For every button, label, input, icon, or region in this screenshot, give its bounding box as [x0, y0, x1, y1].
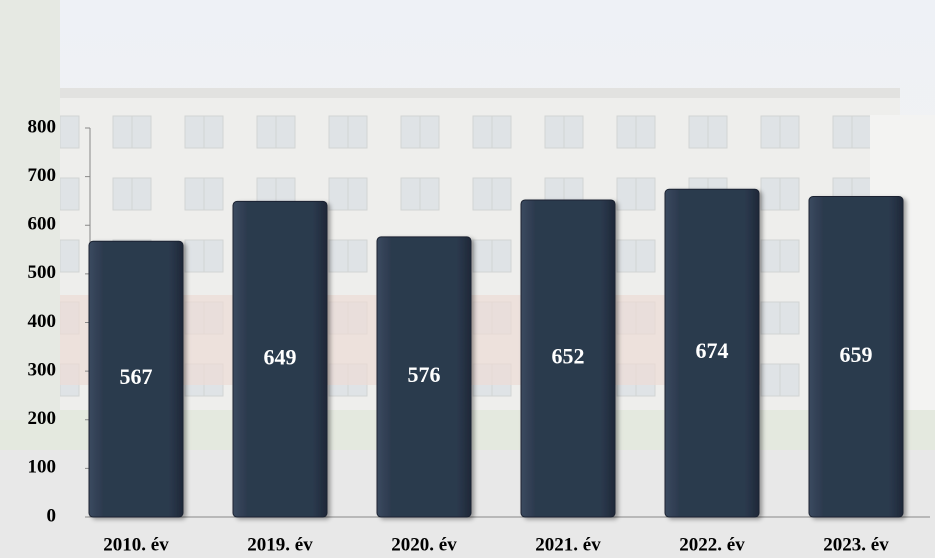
y-tick-label: 700 — [28, 165, 57, 186]
value-label: 652 — [552, 344, 585, 369]
y-tick-label: 0 — [47, 505, 57, 526]
page: 0 100 200 300 400 500 600 700 800 567 2010. év 649 2… — [0, 0, 935, 558]
y-tick-label: 100 — [28, 457, 57, 478]
value-label: 674 — [696, 338, 729, 363]
value-label: 567 — [120, 364, 153, 389]
y-tick-label: 200 — [28, 408, 57, 429]
x-tick-label: 2010. év — [103, 534, 169, 555]
y-tick-label: 300 — [28, 359, 57, 380]
x-tick-label: 2023. év — [823, 534, 889, 555]
y-tick-label: 600 — [28, 214, 57, 235]
x-tick-label: 2022. év — [679, 534, 745, 555]
y-tick-label: 800 — [28, 116, 57, 137]
value-label: 649 — [264, 344, 297, 369]
value-label: 576 — [408, 362, 441, 387]
chart: 0 100 200 300 400 500 600 700 800 567 2010. év 649 2… — [0, 0, 935, 558]
x-tick-label: 2019. év — [247, 534, 313, 555]
x-tick-label: 2020. év — [391, 534, 457, 555]
value-label: 659 — [840, 342, 873, 367]
y-tick-label: 500 — [28, 262, 57, 283]
x-tick-label: 2021. év — [535, 534, 601, 555]
y-tick-label: 400 — [28, 311, 57, 332]
